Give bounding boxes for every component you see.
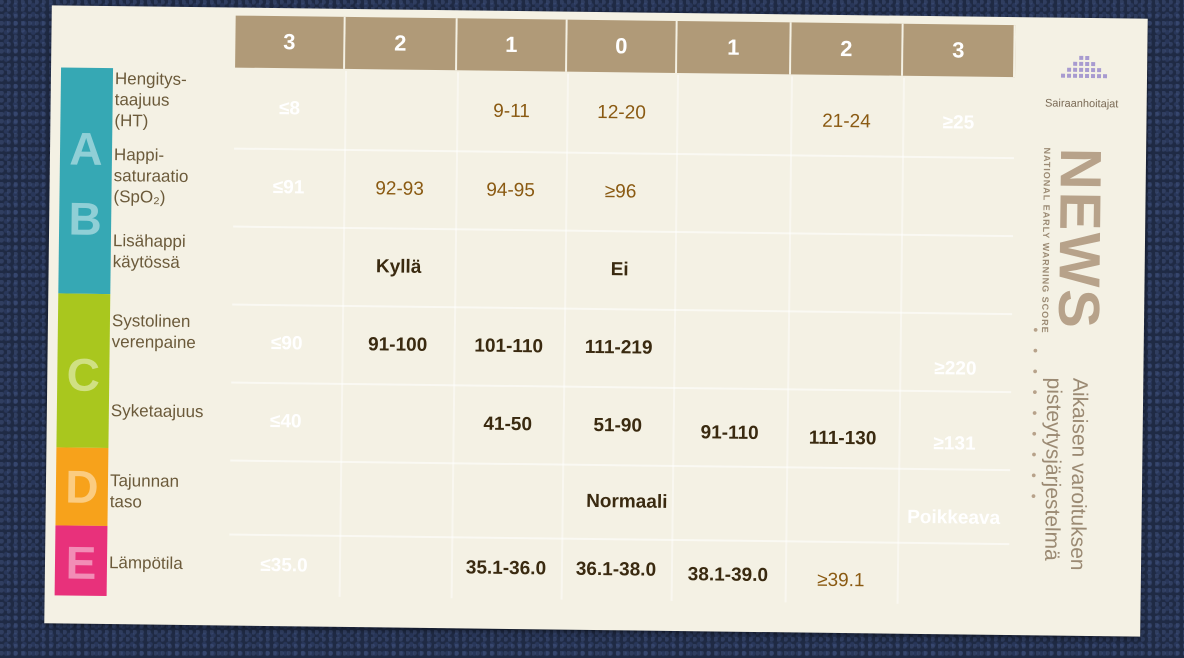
cell-spo2-score1: 94-95	[486, 179, 536, 202]
score-header-col-1: 3	[235, 15, 346, 69]
label-temperature: Lämpötila	[108, 553, 183, 573]
cell-temp-score1-high: 38.1-39.0	[687, 564, 769, 587]
cell-ht-score0: 12-20	[597, 102, 646, 124]
cell-spo2-score2: 92-93	[375, 178, 425, 200]
label-consciousness: Tajunnan taso	[109, 471, 180, 512]
cell-oxygen-yes: Kyllä	[375, 256, 422, 278]
label-heart-rate: Syketaajuus	[110, 401, 204, 422]
group-strip: A B C D E	[52, 5, 1148, 597]
score-header-col-3: 1	[457, 18, 568, 72]
label-systolic-bp: Systolinen verenpaine	[111, 311, 196, 353]
sairaanhoitajat-logo-icon	[1061, 55, 1108, 79]
cell-consciousness-normal: Normaali	[586, 490, 668, 513]
cell-ht-score3-high: ≥25	[942, 112, 975, 134]
cell-consciousness-abnormal: Poikkeava	[907, 506, 1001, 529]
cell-spo2-score3: ≤91	[272, 177, 305, 199]
group-letter-d: D	[64, 460, 99, 513]
description-line-1: Aikaisen varoituksen	[1065, 377, 1092, 571]
score-header-col-6: 2	[791, 22, 904, 76]
score-header-col-4: 0	[567, 19, 678, 73]
cell-bp-score0: 111-219	[584, 336, 653, 359]
score-header-col-7: 3	[903, 23, 1016, 78]
news-score-card: A B C D E Hengitys- taajuus (HT) Happi- …	[44, 5, 1148, 637]
group-letter-c: C	[66, 348, 101, 401]
cell-temp-score2-high: ≥39.1	[817, 569, 865, 592]
group-a-strip	[58, 67, 114, 295]
cell-hr-score2-high: 111-130	[808, 427, 877, 450]
cell-hr-score3-high: ≥131	[933, 433, 976, 455]
cell-ht-score3-low: ≤8	[278, 98, 301, 120]
cell-hr-score0: 51-90	[593, 414, 643, 437]
cell-bp-score3-low: ≤90	[270, 333, 303, 355]
cell-bp-score2: 91-100	[367, 334, 428, 356]
cell-temp-score3: ≤35.0	[260, 554, 308, 577]
description-line-2: pisteytysjärjestelmä	[1040, 377, 1066, 561]
cell-hr-score1-low: 41-50	[483, 413, 533, 436]
brand-org-name: Sairaanhoitajat	[1044, 97, 1119, 111]
cell-bp-score1: 101-110	[474, 335, 544, 358]
score-header-col-5: 1	[677, 20, 792, 75]
cell-hr-score1-high: 91-110	[700, 422, 759, 444]
group-letter-e: E	[65, 536, 97, 589]
news-title: NEWS	[1045, 147, 1114, 331]
cell-oxygen-no: Ei	[610, 259, 629, 281]
score-header-col-2: 2	[345, 16, 458, 71]
cell-bp-score3-high: ≥220	[934, 358, 977, 380]
label-supplemental-oxygen: Lisähappi käytössä	[112, 231, 186, 272]
cell-temp-score0: 36.1-38.0	[575, 558, 657, 581]
cell-temp-score1-low: 35.1-36.0	[465, 557, 547, 580]
cell-ht-score1-low: 9-11	[493, 100, 530, 123]
label-oxygen-saturation: Happi- saturaatio (SpO₂)	[113, 145, 189, 207]
group-letter-a: A	[69, 122, 103, 175]
score-grid: 3 2 1 0 1 2 3 ≤8 9-11 12-20 21-24 ≥25 ≤9…	[228, 15, 1016, 605]
group-letter-b: B	[68, 192, 103, 245]
brand-panel: Sairaanhoitajat NEWS NATIONAL EARLY WARN…	[1010, 37, 1137, 618]
cell-ht-score2-high: 21-24	[822, 110, 871, 133]
cell-spo2-score0: ≥96	[604, 181, 637, 203]
label-respiratory-rate: Hengitys- taajuus (HT)	[114, 69, 187, 131]
cell-hr-score3-low: ≤40	[269, 411, 302, 433]
